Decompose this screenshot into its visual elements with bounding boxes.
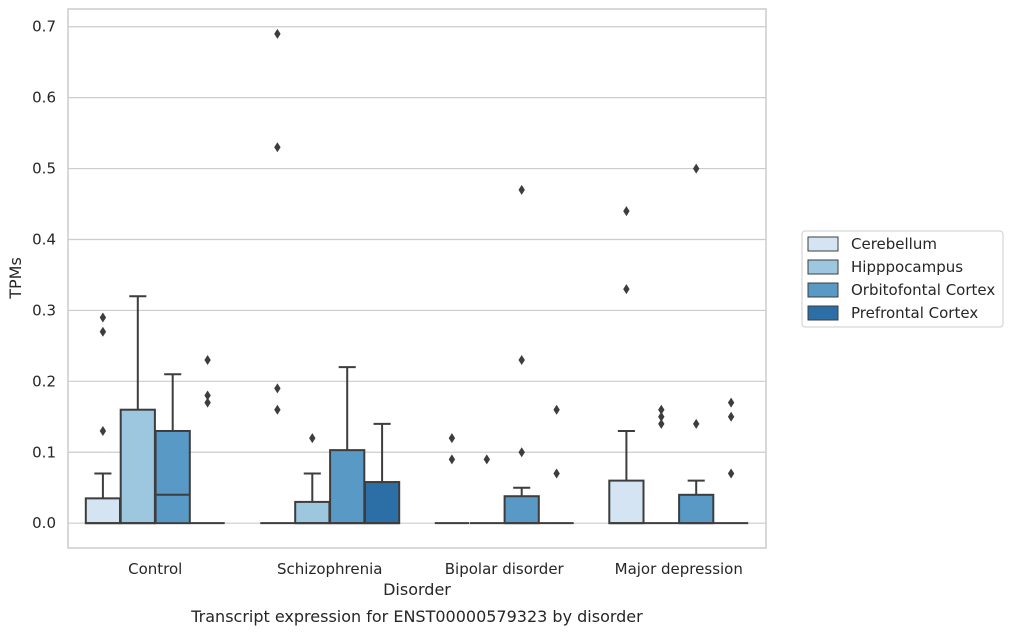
legend-frame (801, 230, 1004, 328)
series-hipppocampus (119, 295, 679, 525)
outlier-point (274, 383, 281, 394)
box-series (84, 28, 749, 525)
x-tick-label: Major depression (615, 560, 743, 578)
outlier-point (309, 433, 316, 444)
outlier-point (483, 454, 490, 465)
outlier-point (204, 397, 211, 408)
outlier-point (204, 355, 211, 366)
legend-swatch (807, 236, 839, 252)
outlier-point (448, 454, 456, 465)
series-orbitofontal-cortex (154, 163, 715, 525)
box (608, 479, 645, 525)
outlier-point (274, 28, 281, 39)
box (678, 493, 715, 525)
outlier-point (518, 184, 525, 195)
outlier-point (727, 468, 735, 479)
x-tick-label: Bipolar disorder (445, 560, 565, 578)
outlier-point (274, 404, 281, 415)
series-prefrontal-cortex (190, 355, 749, 525)
outlier-point (553, 468, 560, 479)
box (154, 429, 191, 525)
outlier-point (693, 163, 700, 174)
x-tick-label: Schizophrenia (277, 560, 382, 578)
y-tick-label: 0.0 (32, 514, 56, 532)
outlier-point (99, 312, 107, 323)
x-tick-label: Control (128, 560, 182, 578)
outlier-point (448, 433, 456, 444)
legend-label: Prefrontal Cortex (851, 304, 978, 322)
y-tick-label: 0.2 (32, 372, 56, 390)
x-axis-label: Disorder (383, 580, 451, 599)
y-tick-label: 0.3 (32, 301, 56, 319)
legend: Cerebellum Hipppocampus Orbitofontal Corte… (801, 230, 1004, 328)
y-tick-label: 0.7 (32, 18, 56, 36)
outlier-point (204, 390, 211, 401)
outlier-point (727, 397, 735, 408)
plot-area-frame (67, 8, 767, 549)
outlier-point (727, 411, 735, 422)
legend-swatch (807, 282, 839, 298)
box (503, 495, 540, 525)
outlier-point (553, 404, 560, 415)
y-axis-label: TPMs (6, 257, 25, 300)
y-tick-label: 0.6 (32, 89, 56, 107)
series-cerebellum (84, 28, 645, 525)
legend-label: Cerebellum (851, 235, 937, 253)
outlier-point (658, 411, 665, 422)
box (363, 481, 401, 525)
outlier-point (693, 418, 700, 429)
outlier-point (518, 355, 525, 366)
outlier-point (623, 206, 630, 217)
legend-swatch (807, 305, 839, 321)
y-tick-label: 0.5 (32, 160, 56, 178)
legend-label: Hipppocampus (851, 258, 963, 276)
x-axis-ticks: Control Schizophrenia Bipolar disorder Majo… (128, 560, 743, 578)
outlier-point (518, 447, 525, 458)
outlier-point (99, 326, 107, 337)
outlier-point (623, 284, 630, 295)
y-axis-ticks: 0.0 0.1 0.2 0.3 0.4 0.5 0.6 0.7 (32, 18, 56, 532)
y-tick-label: 0.1 (32, 443, 56, 461)
outlier-point (99, 425, 107, 436)
chart-caption: Transcript expression for ENST0000057932… (190, 607, 643, 626)
box (329, 449, 366, 525)
box (119, 408, 156, 525)
box (84, 497, 122, 525)
outlier-point (658, 418, 665, 429)
outlier-point (658, 404, 665, 415)
outlier-point (274, 142, 281, 153)
box (294, 500, 331, 525)
legend-label: Orbitofontal Cortex (851, 281, 995, 299)
legend-swatch (807, 259, 839, 275)
y-tick-label: 0.4 (32, 230, 56, 248)
